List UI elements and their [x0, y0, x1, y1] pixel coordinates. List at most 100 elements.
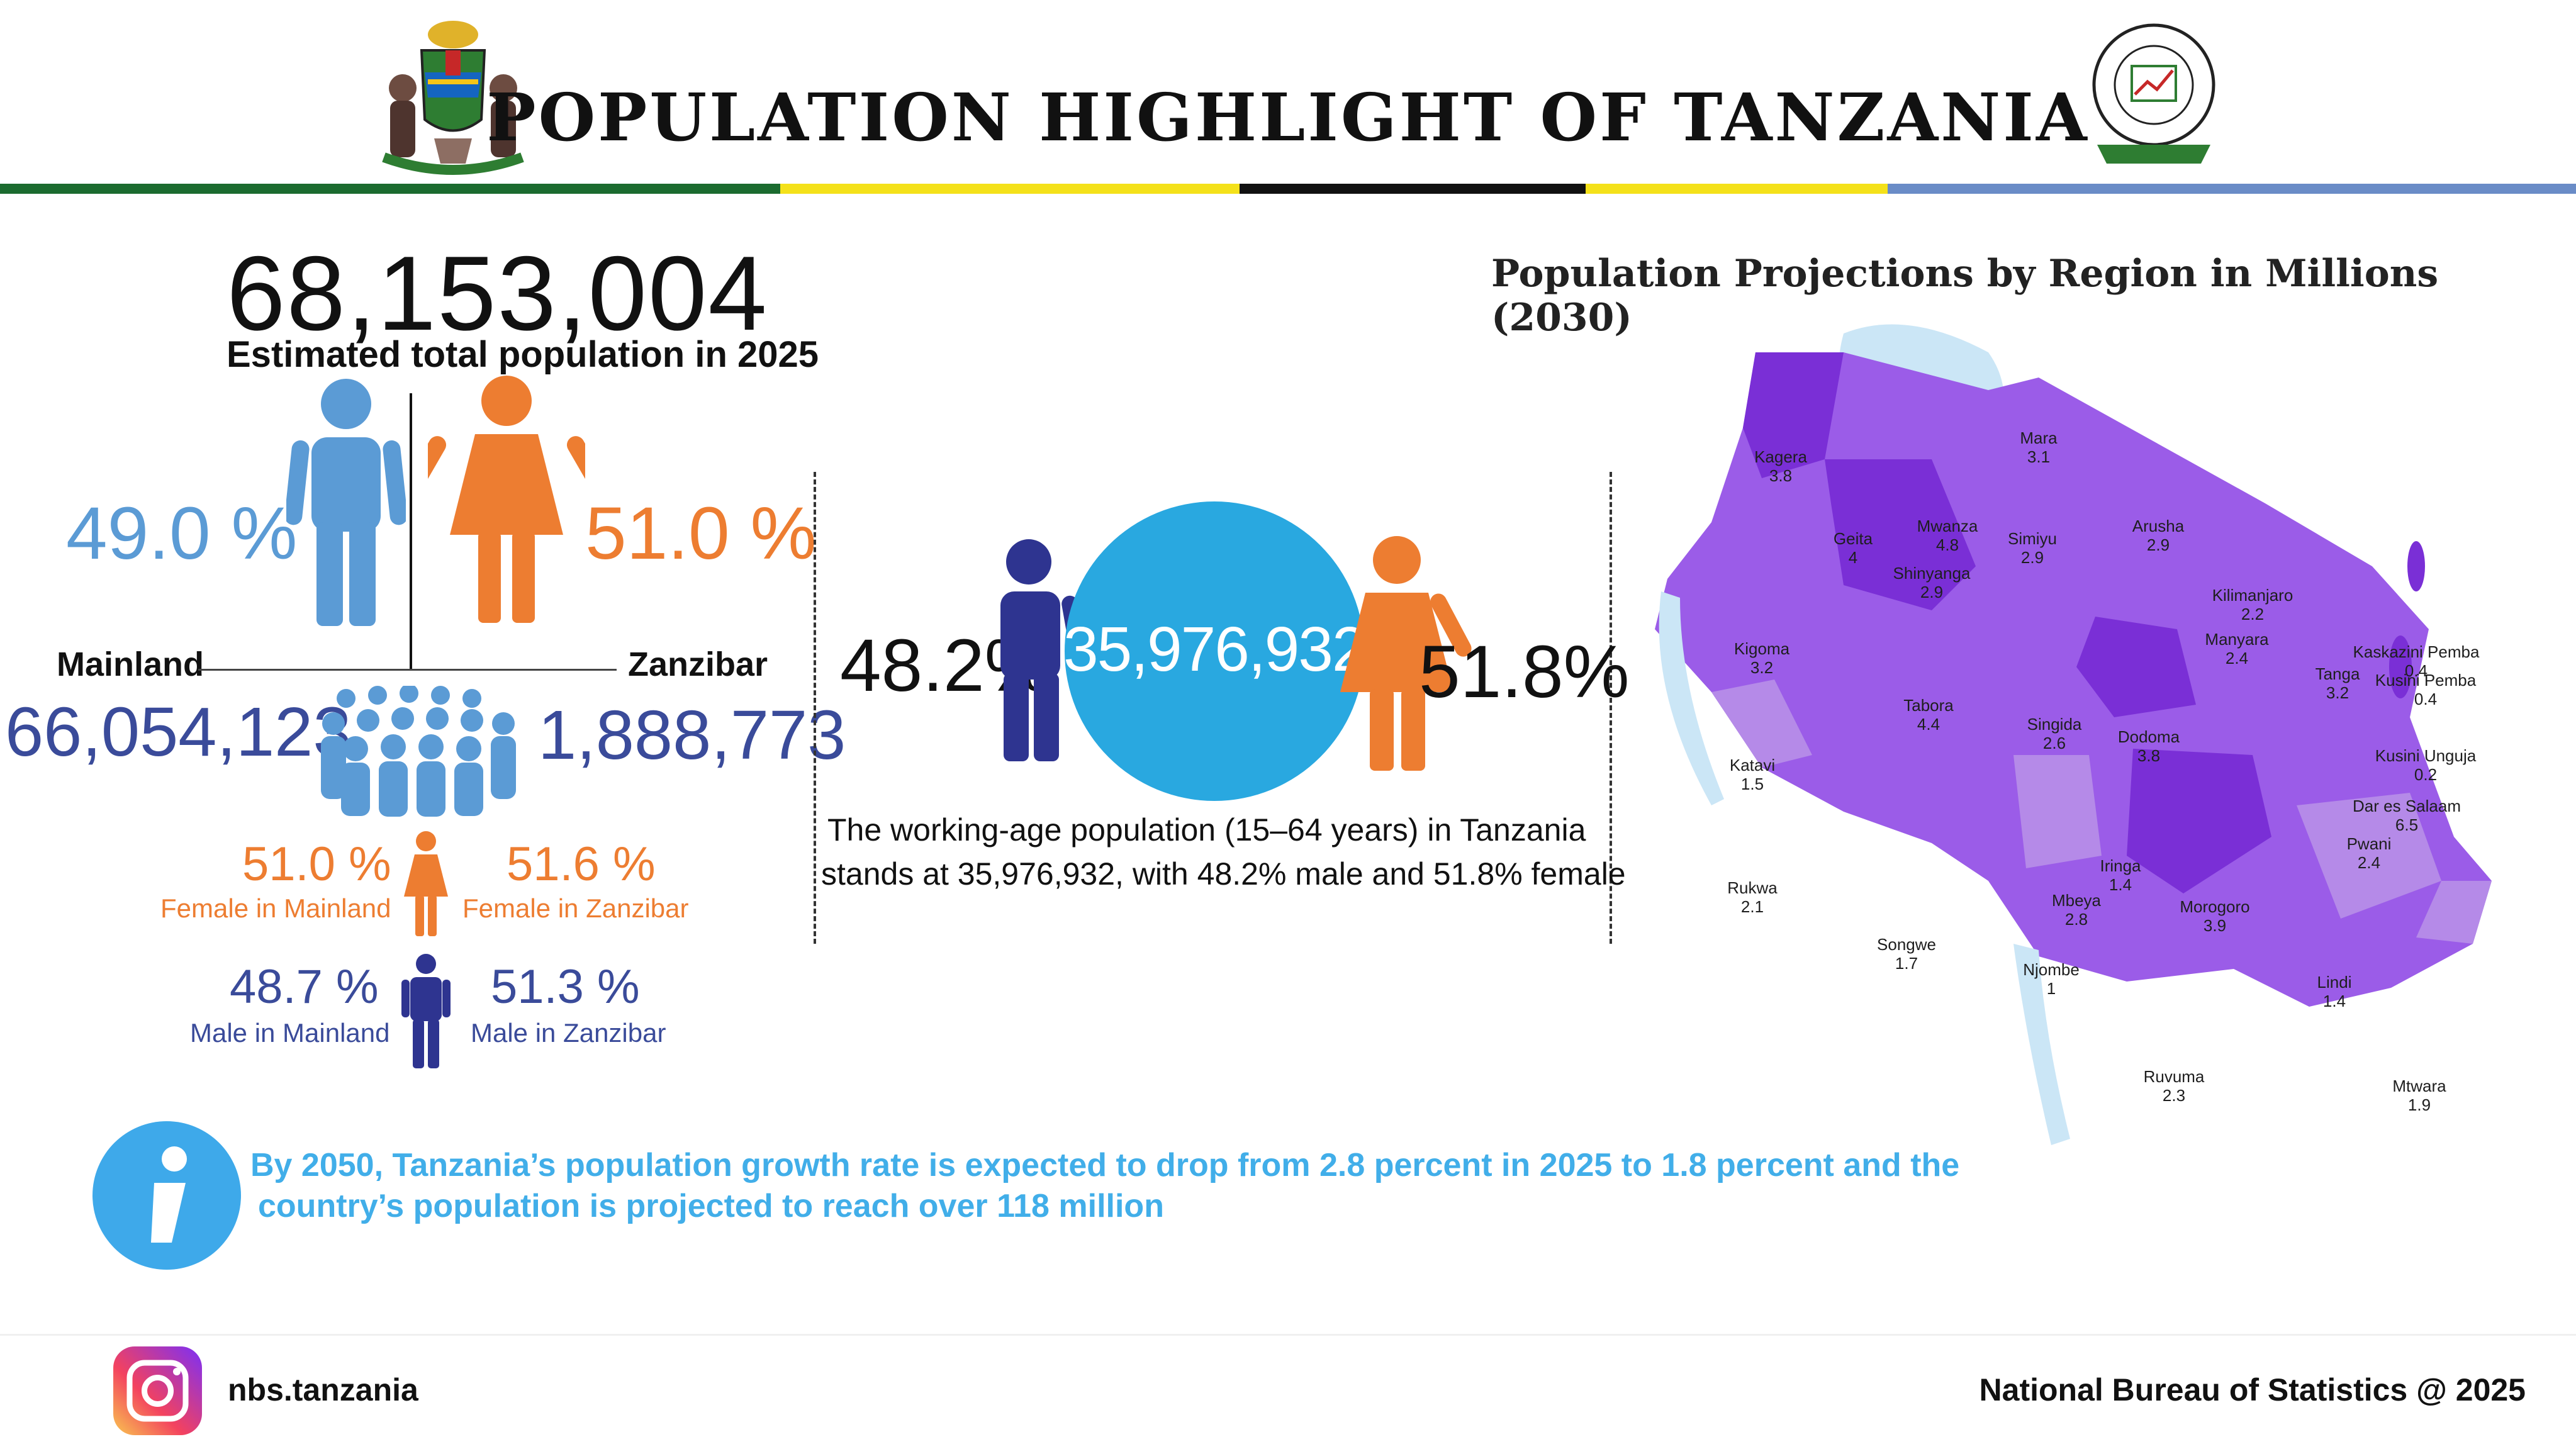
region-value-mwanza: 4.8: [1936, 535, 1959, 554]
region-value-pwani: 2.4: [2358, 853, 2380, 872]
region-label-dar-es-salaam: Dar es Salaam: [2353, 797, 2461, 815]
region-kagera: [1743, 352, 1844, 478]
region-label-arusha: Arusha: [2132, 517, 2185, 535]
region-label-dodoma: Dodoma: [2118, 727, 2180, 746]
region-value-mara: 3.1: [2027, 447, 2050, 466]
working-age-circle: [1065, 501, 1364, 801]
region-value-mtwara: 1.9: [2408, 1095, 2431, 1114]
nbs-seal-emblem: [2092, 23, 2215, 164]
map-title: Population Projections by Region in Mill…: [1491, 252, 2439, 340]
region-morogoro: [2127, 749, 2271, 893]
region-label-mtwara: Mtwara: [2392, 1077, 2446, 1095]
info-text-line1: By 2050, Tanzania’s population growth ra…: [250, 1147, 1960, 1183]
region-mtwara: [2416, 881, 2492, 944]
region-value-lindi: 1.4: [2323, 992, 2346, 1010]
sex-divider: [410, 393, 412, 670]
region-value-kusini-pemba: 0.4: [2414, 690, 2437, 708]
region-label-kilimanjaro: Kilimanjaro: [2212, 586, 2293, 605]
region-value-simiyu: 2.9: [2021, 548, 2044, 567]
region-value-tabora: 4.4: [1917, 715, 1940, 734]
flag-stripe-yellow-2: [1586, 184, 1888, 194]
region-label-lindi: Lindi: [2317, 973, 2352, 992]
region-tabora: [1825, 459, 1976, 610]
region-label-tanga: Tanga: [2316, 664, 2360, 683]
person-male-icon: [286, 379, 406, 626]
region-label-mara: Mara: [2020, 428, 2058, 447]
region-value-morogoro: 3.9: [2204, 916, 2226, 935]
flag-stripe-green: [0, 184, 780, 194]
region-value-iringa: 1.4: [2109, 875, 2132, 894]
region-dodoma: [2076, 617, 2196, 717]
person-female-working-icon: [1340, 536, 1472, 771]
region-value-kigoma: 3.2: [1750, 658, 1773, 677]
lake-nyasa: [2013, 944, 2070, 1145]
working-age-caption-line1: The working-age population (15–64 years)…: [827, 812, 1586, 848]
working-age-left-dashed-divider: [814, 472, 816, 944]
region-value-dar-es-salaam: 6.5: [2395, 815, 2418, 834]
instagram-icon[interactable]: [112, 1345, 203, 1436]
pemba-island: [2407, 541, 2425, 591]
region-label-iringa: Iringa: [2100, 856, 2141, 875]
female-mainland-label: Female in Mainland: [160, 893, 391, 923]
region-label-songwe: Songwe: [1877, 935, 1936, 954]
lake-tanganyika: [1659, 591, 1724, 805]
region-label-simiyu: Simiyu: [2008, 529, 2057, 548]
male-mainland-label: Male in Mainland: [190, 1018, 390, 1048]
region-label-manyara: Manyara: [2205, 630, 2269, 649]
info-icon: [92, 1121, 241, 1270]
male-mainland-percent: 48.7 %: [230, 960, 379, 1014]
flag-stripe-yellow: [780, 184, 1240, 194]
female-mainland-percent: 51.0 %: [242, 837, 391, 891]
female-zanzibar-label: Female in Zanzibar: [462, 893, 689, 923]
total-population-label: Estimated total population in 2025: [227, 334, 819, 375]
working-age-right-dashed-divider: [1610, 472, 1612, 944]
unguja-island: [2389, 635, 2412, 698]
zanzibar-label: Zanzibar: [628, 646, 768, 683]
region-label-njombe: Njombe: [2023, 960, 2080, 979]
female-percent: 51.0 %: [585, 492, 817, 575]
male-zanzibar-label: Male in Zanzibar: [471, 1018, 666, 1048]
region-value-shinyanga: 2.9: [1920, 583, 1943, 601]
footer-divider: [0, 1334, 2576, 1336]
region-label-morogoro: Morogoro: [2180, 897, 2249, 916]
region-iringa: [2013, 755, 2102, 868]
mainland-population-value: 66,054,123: [5, 693, 352, 771]
flag-stripe-blue: [1888, 184, 2576, 194]
coat-of-arms-emblem: [382, 21, 524, 175]
region-label-kaskazini-pemba: Kaskazini Pemba: [2353, 642, 2480, 661]
region-value-kusini-unguja: 0.2: [2414, 765, 2437, 784]
region-value-arusha: 2.9: [2147, 535, 2170, 554]
info-text: By 2050, Tanzania’s population growth ra…: [250, 1145, 2264, 1227]
region-value-kagera: 3.8: [1769, 466, 1792, 485]
region-value-mbeya: 2.8: [2065, 910, 2088, 929]
person-male-small-icon: [401, 954, 451, 1068]
region-value-kaskazini-pemba: 0.4: [2405, 661, 2428, 680]
mainland-label: Mainland: [57, 646, 204, 683]
working-age-female-percent: 51.8%: [1419, 630, 1630, 713]
region-value-katavi: 1.5: [1741, 775, 1764, 793]
region-label-ruvuma: Ruvuma: [2144, 1067, 2205, 1086]
zanzibar-population-value: 1,888,773: [538, 697, 846, 774]
flag-stripe-black: [1240, 184, 1586, 194]
region-label-kusini-unguja: Kusini Unguja: [2375, 746, 2477, 765]
region-label-rukwa: Rukwa: [1727, 878, 1778, 897]
region-value-geita: 4: [1849, 548, 1857, 567]
female-zanzibar-percent: 51.6 %: [507, 837, 656, 891]
working-age-value: 35,976,932: [1063, 614, 1367, 685]
region-katavi: [1711, 680, 1812, 768]
region-label-mwanza: Mwanza: [1917, 517, 1978, 535]
instagram-handle[interactable]: nbs.tanzania: [228, 1372, 418, 1407]
region-value-tanga: 3.2: [2326, 683, 2349, 702]
region-value-singida: 2.6: [2043, 734, 2066, 752]
region-label-kusini-pemba: Kusini Pemba: [2375, 671, 2477, 690]
region-label-geita: Geita: [1834, 529, 1873, 548]
person-female-icon: [428, 376, 585, 623]
region-label-pwani: Pwani: [2347, 834, 2392, 853]
crowd-icon: [321, 686, 516, 817]
region-lindi: [2297, 793, 2441, 919]
region-value-songwe: 1.7: [1895, 954, 1918, 973]
male-zanzibar-percent: 51.3 %: [491, 960, 640, 1014]
region-value-njombe: 1: [2047, 979, 2056, 998]
region-label-tabora: Tabora: [1903, 696, 1954, 715]
